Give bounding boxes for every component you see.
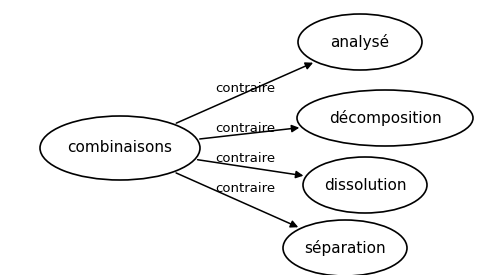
Ellipse shape [297,90,473,146]
Text: combinaisons: combinaisons [68,141,172,155]
Ellipse shape [40,116,200,180]
Ellipse shape [303,157,427,213]
Text: séparation: séparation [304,240,386,256]
Text: analysé: analysé [331,34,389,50]
Text: contraire: contraire [215,182,275,194]
Text: contraire: contraire [215,152,275,164]
Ellipse shape [298,14,422,70]
Text: contraire: contraire [215,122,275,134]
Text: contraire: contraire [215,81,275,95]
Ellipse shape [283,220,407,275]
Text: décomposition: décomposition [329,110,441,126]
Text: dissolution: dissolution [324,177,406,192]
